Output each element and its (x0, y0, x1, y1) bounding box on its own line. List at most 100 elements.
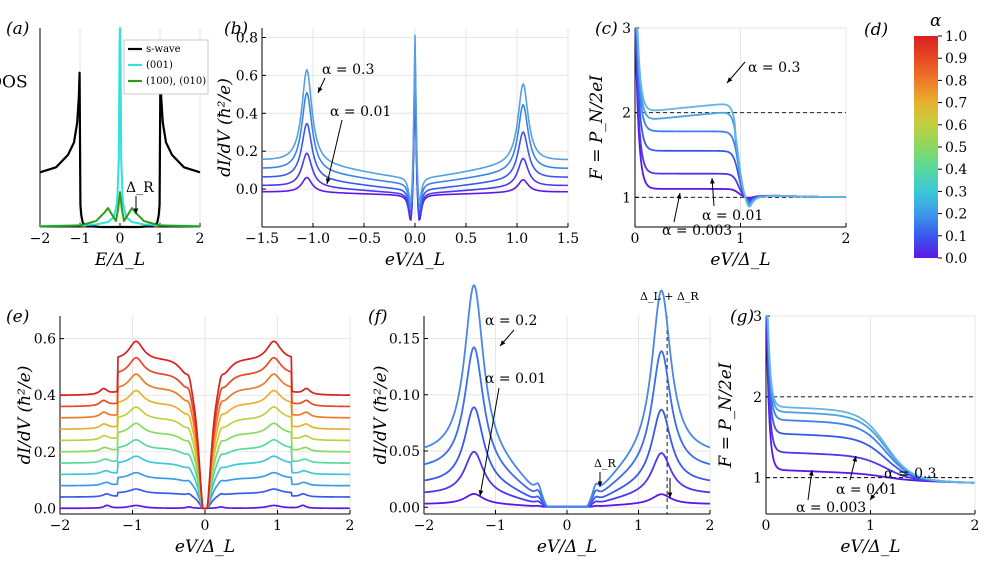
x-axis-label: eV/Δ_L (710, 250, 770, 270)
panel-label: (a) (6, 19, 29, 39)
x-axis-label: eV/Δ_L (385, 250, 445, 270)
y-tick-label: 0.6 (34, 332, 56, 348)
x-tick-label: −1 (122, 518, 143, 534)
y-tick-label: 0.15 (389, 332, 420, 348)
annotation-delta-sum: Δ_L + Δ_R (640, 290, 699, 303)
panel-label: (d) (864, 20, 888, 40)
arrow-head (727, 77, 733, 83)
y-tick-label: 0.0 (236, 182, 258, 198)
x-tick-label: 1 (273, 518, 282, 534)
x-tick-label: −2 (30, 231, 51, 247)
annotation-delta-r: Δ_R (594, 457, 616, 470)
panel-c: 0 1 2 1 2 3 eV/Δ_L F = P_N/2eI (c) α = 0.3 α = 0.0… (587, 19, 850, 270)
annotation-alpha-0-01: α = 0.01 (330, 104, 391, 120)
series-s-wave (39, 71, 201, 229)
series--0-3 (261, 34, 569, 202)
annotation-delta-r: Δ_R (126, 180, 154, 196)
annotation-alpha-0-01: α = 0.01 (485, 371, 546, 387)
x-tick-label: 2 (346, 518, 355, 534)
colorbar-tick-label: 0.5 (945, 140, 967, 156)
colorbar-tick-label: 1.0 (945, 29, 967, 45)
annotation-arrow (326, 119, 343, 185)
annotation-alpha-0-01: α = 0.01 (836, 482, 897, 498)
x-tick-label: −2 (414, 518, 435, 534)
y-tick-label: 0.4 (236, 106, 258, 122)
y-tick-label: 0.10 (389, 388, 420, 404)
y-tick-label: 1 (753, 471, 762, 487)
y-tick-label: 2 (753, 390, 762, 406)
annotation-alpha-0-3: α = 0.3 (884, 466, 936, 482)
series--0-3 (635, 27, 846, 208)
x-tick-label: 2 (706, 518, 715, 534)
x-tick-label: −0.5 (347, 231, 381, 247)
colorbar-label: α (930, 11, 942, 31)
series--0-2 (423, 284, 711, 508)
x-tick-label: −1 (70, 231, 91, 247)
x-tick-label: 0.5 (455, 231, 477, 247)
colorbar-tick-label: 0.2 (945, 207, 967, 223)
arrow-head (597, 481, 603, 487)
legend-label: (001) (146, 60, 173, 71)
y-axis-label: dI/dV (ħ²/e) (215, 78, 235, 177)
colorbar-tick-label: 0.9 (945, 51, 967, 67)
x-tick-label: 1.5 (557, 231, 579, 247)
x-tick-label: 0 (631, 231, 640, 247)
y-axis-label: DOS (0, 73, 28, 93)
arrow-head (808, 470, 814, 476)
colorbar-tick-label: 0.4 (945, 162, 967, 178)
arrow-head (133, 208, 139, 214)
x-tick-label: −1.0 (296, 231, 330, 247)
series--001- (39, 27, 201, 227)
x-tick-label: 0 (762, 518, 771, 534)
annotation-alpha-0-2: α = 0.2 (485, 313, 537, 329)
colorbar-tick-label: 0.1 (945, 229, 967, 245)
arrow-head (667, 492, 673, 498)
series--100-010- (39, 191, 201, 228)
annotation-alpha-0-3: α = 0.3 (748, 60, 800, 76)
panel-f: −2 −1 0 1 2 0.00 0.05 0.10 0.15 eV/Δ_L dI/dV (ħ²/e… (368, 284, 715, 557)
arrow-head (318, 87, 323, 93)
y-tick-label: 0.0 (34, 501, 56, 517)
arrow-head (852, 456, 857, 462)
x-tick-label: 2 (196, 231, 205, 247)
x-tick-label: 1 (634, 518, 643, 534)
x-axis-label: eV/Δ_L (537, 537, 597, 557)
x-tick-label: −1.5 (245, 231, 279, 247)
colorbar-tick-label: 0.0 (945, 251, 967, 267)
colorbar-tick-label: 0.8 (945, 73, 967, 89)
x-tick-label: −1 (485, 518, 506, 534)
y-tick-label: 1 (622, 190, 631, 206)
x-tick-label: 0 (116, 231, 125, 247)
x-axis-label: E/Δ_L (94, 250, 145, 270)
panel-a: −2 −1 0 1 2 E/Δ_L DOS (a) s-wave (001) (100), (010… (0, 19, 209, 270)
colorbar-tick-label: 0.6 (945, 118, 967, 134)
y-axis-label: dI/dV (ħ²/e) (15, 366, 35, 465)
arrow-head (710, 178, 715, 184)
panel-e: −2 −1 0 1 2 0.0 0.2 0.4 0.6 eV/Δ_L dI/dV (ħ²/e) (e) (6, 307, 354, 557)
colorbar-tick-label: 0.3 (945, 184, 967, 200)
y-tick-label: 0.2 (34, 445, 56, 461)
annotation-alpha-0-003: α = 0.003 (796, 500, 866, 516)
series--0-3 (766, 315, 975, 484)
annotation-alpha-0-01: α = 0.01 (702, 208, 763, 224)
arrow-head (325, 178, 331, 184)
x-tick-label: 0 (563, 518, 572, 534)
x-tick-label: 0.0 (404, 231, 426, 247)
legend-label: s-wave (146, 44, 181, 55)
x-axis-label: eV/Δ_L (840, 537, 900, 557)
annotation-alpha-0-003: α = 0.003 (662, 223, 732, 239)
panel-label: (e) (6, 307, 29, 327)
panel-label: (b) (224, 19, 248, 39)
colorbar: 0.0 0.1 0.2 0.3 0.4 0.5 0.6 0.7 0.8 0.9 1.0 (d) α (864, 11, 967, 267)
annotation-alpha-0-3: α = 0.3 (322, 62, 374, 78)
legend: s-wave (001) (100), (010) (123, 39, 209, 95)
y-tick-label: 0.2 (236, 144, 258, 160)
panel-label: (c) (595, 19, 618, 39)
panel-b: −1.5 −1.0 −0.5 0.0 0.5 1.0 1.5 0.0 0.2 0.4 0.6 0.8 e… (215, 19, 579, 270)
arrow-head (478, 490, 484, 496)
y-tick-label: 0.4 (34, 388, 56, 404)
x-axis-label: eV/Δ_L (175, 537, 235, 557)
y-tick-label: 0.6 (236, 68, 258, 84)
